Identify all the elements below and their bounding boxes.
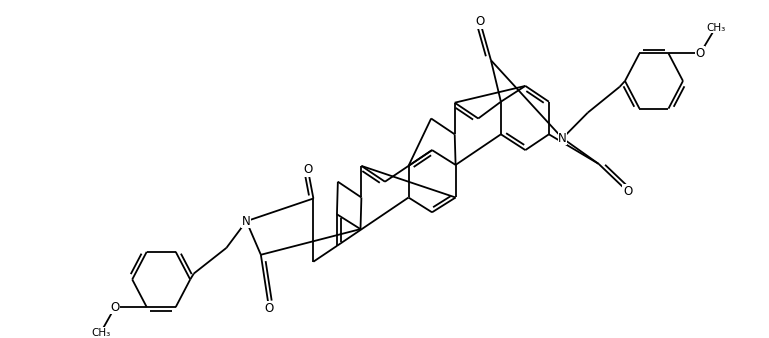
- Text: CH₃: CH₃: [706, 23, 725, 33]
- Text: O: O: [623, 185, 632, 198]
- Text: O: O: [111, 300, 120, 314]
- Text: N: N: [558, 132, 567, 145]
- Text: O: O: [265, 301, 274, 315]
- Text: CH₃: CH₃: [91, 328, 110, 338]
- Text: N: N: [242, 215, 251, 228]
- Text: O: O: [303, 163, 312, 176]
- Text: O: O: [475, 15, 484, 28]
- Text: O: O: [695, 47, 705, 60]
